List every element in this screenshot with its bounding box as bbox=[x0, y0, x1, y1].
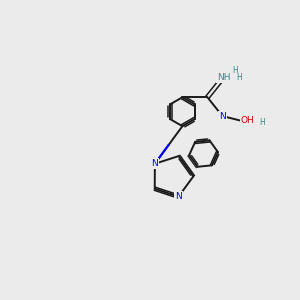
Text: N: N bbox=[219, 112, 226, 121]
Text: NH: NH bbox=[217, 73, 231, 82]
Text: H: H bbox=[232, 66, 238, 75]
Text: OH: OH bbox=[240, 116, 254, 125]
Text: H: H bbox=[259, 118, 265, 127]
Text: H: H bbox=[236, 73, 242, 82]
Text: N: N bbox=[175, 192, 182, 201]
Text: N: N bbox=[152, 159, 158, 168]
